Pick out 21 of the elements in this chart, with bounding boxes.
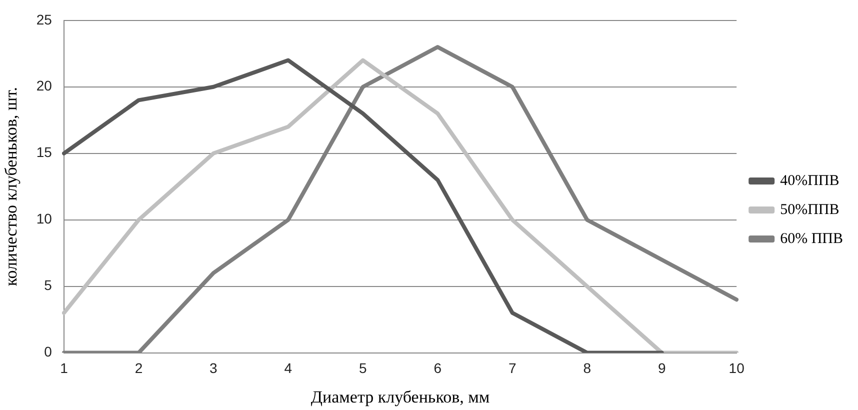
legend-label: 40%ППВ	[780, 172, 840, 189]
x-tick-label: 10	[728, 360, 745, 376]
y-tick-label: 20	[36, 78, 52, 94]
y-tick-label: 10	[36, 210, 52, 227]
x-tick-label: 3	[210, 360, 218, 376]
y-tick-label: 5	[44, 277, 52, 294]
y-axis-title: количество клубеньков, шт.	[2, 87, 21, 286]
y-tick-label: 0	[44, 344, 52, 360]
x-tick-label: 2	[134, 360, 143, 376]
y-tick-label: 25	[36, 11, 52, 28]
x-tick-label: 5	[359, 360, 368, 376]
x-axis-title: Диаметр клубеньков, мм	[310, 387, 490, 406]
legend-label: 60% ППВ	[780, 230, 844, 247]
x-tick-label: 7	[508, 360, 516, 376]
legend-label: 50%ППВ	[780, 202, 840, 218]
x-tick-label: 6	[434, 360, 442, 376]
x-tick-label: 9	[658, 360, 666, 376]
x-tick-label: 1	[60, 360, 68, 376]
x-tick-label: 8	[583, 360, 592, 376]
x-tick-label: 4	[284, 360, 292, 376]
y-tick-label: 15	[36, 144, 52, 160]
